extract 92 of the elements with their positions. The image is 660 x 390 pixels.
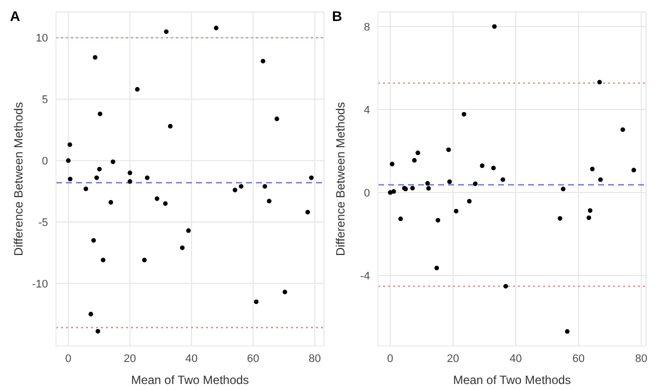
point <box>597 80 602 84</box>
point <box>164 29 169 34</box>
point <box>491 166 496 170</box>
point <box>128 170 132 176</box>
point <box>238 184 244 189</box>
point <box>631 168 636 172</box>
point <box>142 258 147 262</box>
chart-title: A <box>10 8 20 24</box>
point <box>446 147 451 152</box>
point <box>266 198 272 204</box>
x-tick-label: 80 <box>635 352 648 365</box>
point <box>425 181 430 186</box>
point <box>254 299 259 304</box>
point <box>560 186 566 192</box>
y-tick-label: 4 <box>364 104 370 116</box>
point <box>472 181 478 186</box>
point <box>154 196 160 201</box>
point <box>68 142 72 147</box>
point <box>416 150 420 156</box>
point <box>426 186 431 191</box>
point <box>135 87 140 92</box>
point <box>434 266 439 270</box>
y-tick-label: -5 <box>38 216 48 229</box>
point <box>168 124 173 128</box>
point <box>492 24 497 29</box>
point <box>110 160 116 164</box>
point <box>391 189 396 194</box>
y-tick-label: 8 <box>364 21 370 34</box>
x-tick-label: 80 <box>308 352 321 365</box>
x-tick-label: 0 <box>387 352 394 365</box>
y-tick-label: 0 <box>42 155 48 168</box>
point <box>436 218 440 223</box>
x-tick-label: 40 <box>510 352 522 365</box>
point <box>398 216 403 222</box>
point <box>92 55 98 60</box>
point <box>467 198 472 204</box>
point <box>98 112 102 116</box>
chart-title: B <box>332 8 342 24</box>
point <box>84 186 88 192</box>
point <box>180 245 185 250</box>
y-axis-title: Difference Between Methods <box>333 102 348 256</box>
point <box>108 200 114 205</box>
point <box>232 188 238 192</box>
y-tick-label: 0 <box>364 187 370 200</box>
x-tick-label: 60 <box>572 352 585 365</box>
point <box>144 175 150 180</box>
point <box>447 179 452 184</box>
x-tick-label: 0 <box>65 352 72 365</box>
point <box>590 166 595 172</box>
y-axis-title: Difference Between Methods <box>11 102 26 256</box>
y-tick-label: -10 <box>32 278 48 290</box>
x-axis-title: Mean of Two Methods <box>131 373 249 387</box>
point <box>88 312 94 316</box>
point <box>282 290 288 294</box>
x-tick-label: 40 <box>185 352 198 365</box>
x-tick-label: 20 <box>124 352 136 365</box>
point <box>558 216 562 221</box>
point <box>68 176 72 182</box>
point <box>91 238 96 243</box>
point <box>100 258 106 262</box>
point <box>128 179 132 184</box>
point <box>309 175 314 180</box>
point <box>94 175 99 180</box>
point <box>96 328 100 334</box>
point <box>598 177 603 182</box>
point <box>500 177 506 182</box>
y-tick-label: 5 <box>42 94 48 106</box>
point <box>66 158 71 163</box>
point <box>412 158 417 163</box>
point <box>620 127 626 132</box>
x-tick-label: 60 <box>247 352 260 365</box>
point <box>274 116 280 122</box>
point <box>410 186 415 190</box>
point <box>163 201 168 206</box>
point <box>305 210 310 214</box>
y-tick-label: 10 <box>36 32 48 45</box>
point <box>564 329 570 334</box>
point <box>588 208 592 213</box>
point <box>390 162 394 166</box>
point <box>462 112 466 117</box>
point <box>97 166 102 172</box>
point <box>186 228 191 233</box>
x-tick-label: 20 <box>446 352 460 365</box>
point <box>480 163 484 168</box>
x-axis-title: Mean of Two Methods <box>453 373 571 387</box>
point <box>454 208 458 214</box>
y-tick-label: -4 <box>360 270 370 282</box>
point <box>260 58 266 64</box>
point <box>262 184 268 189</box>
point <box>503 284 508 289</box>
point <box>214 26 218 30</box>
point <box>586 215 592 220</box>
